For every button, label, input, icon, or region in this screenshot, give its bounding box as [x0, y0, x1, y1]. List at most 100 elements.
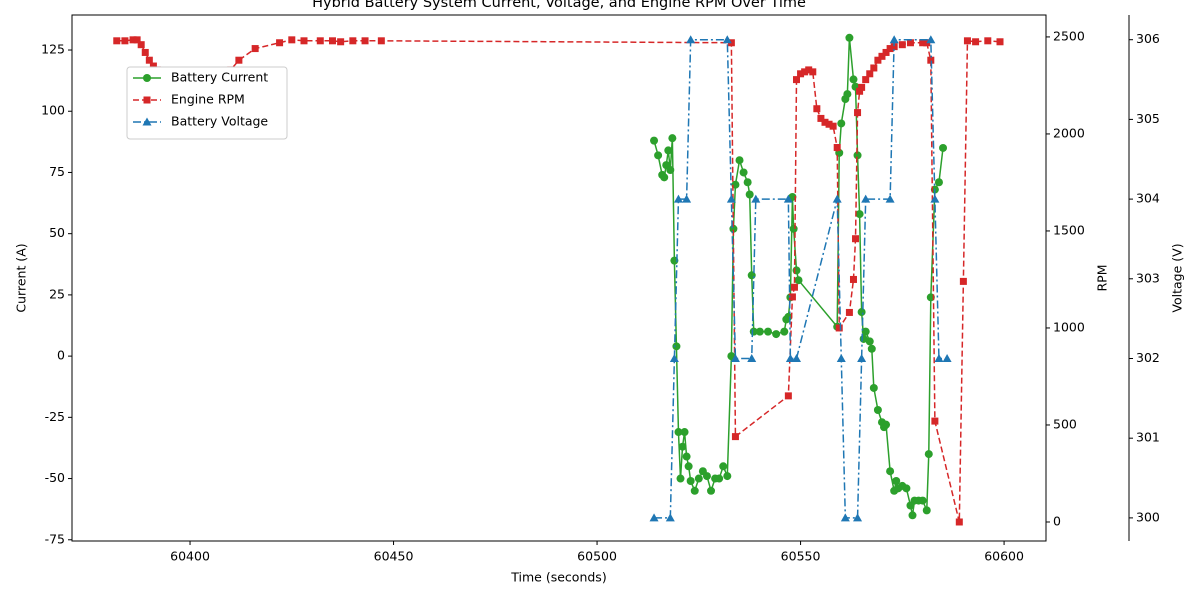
y-tick-label: -75 — [45, 531, 65, 546]
point — [682, 452, 691, 461]
point — [853, 151, 862, 160]
point — [861, 194, 871, 203]
point — [918, 496, 927, 505]
point — [684, 462, 693, 471]
y-tick-label: 50 — [49, 225, 65, 240]
point — [832, 194, 842, 203]
point — [649, 513, 659, 522]
point — [852, 235, 860, 243]
point — [377, 37, 385, 45]
y2-tick-label: 2500 — [1053, 28, 1085, 43]
point — [836, 353, 846, 362]
point — [837, 119, 846, 128]
point — [792, 76, 800, 84]
point — [328, 37, 336, 45]
y2-tick-label: 500 — [1053, 416, 1077, 431]
y2-tick-label: 1500 — [1053, 222, 1085, 237]
point — [797, 70, 805, 78]
point — [833, 144, 841, 152]
point — [931, 417, 939, 425]
legend-marker — [142, 117, 152, 126]
y3-axis-label: Voltage (V) — [1170, 243, 1185, 312]
x-tick-label: 60600 — [984, 549, 1024, 564]
point — [984, 37, 992, 45]
point — [682, 194, 692, 203]
point — [129, 36, 137, 44]
point — [672, 342, 681, 351]
y-tick-label: 100 — [41, 103, 65, 118]
point — [963, 37, 971, 45]
point — [678, 442, 687, 451]
point — [885, 194, 895, 203]
legend-label: Battery Current — [171, 70, 268, 85]
y-tick-label: -25 — [45, 409, 65, 424]
point — [829, 122, 837, 130]
plot-frame — [71, 14, 1047, 542]
point — [755, 327, 764, 336]
point — [801, 68, 809, 76]
point — [668, 134, 677, 143]
x-axis-label: Time (seconds) — [510, 570, 606, 585]
point — [650, 136, 659, 145]
point — [898, 41, 906, 49]
point — [858, 83, 866, 91]
point — [845, 33, 854, 42]
point — [316, 37, 324, 45]
point — [886, 45, 894, 53]
point — [739, 168, 748, 177]
y-tick-label: 125 — [41, 42, 65, 57]
point — [878, 52, 886, 60]
chart-title: Hybrid Battery System Current, Voltage, … — [312, 0, 806, 11]
point — [865, 337, 874, 346]
point — [715, 474, 724, 483]
point — [113, 37, 121, 45]
legend-label: Battery Voltage — [171, 114, 268, 129]
point — [654, 151, 663, 160]
point — [927, 56, 935, 64]
point — [821, 118, 829, 126]
legend-frame — [126, 66, 288, 140]
point — [886, 467, 895, 476]
point — [137, 41, 145, 49]
point — [996, 38, 1004, 46]
y3-tick-label: 300 — [1136, 509, 1160, 524]
point — [825, 120, 833, 128]
point — [361, 37, 369, 45]
x-tick-label: 60550 — [781, 549, 821, 564]
point — [849, 75, 858, 84]
point — [843, 90, 852, 99]
point — [934, 178, 943, 187]
point — [235, 56, 243, 64]
y2-tick-label: 0 — [1053, 513, 1061, 528]
point — [835, 324, 843, 332]
point — [922, 506, 931, 515]
point — [288, 36, 296, 44]
point — [882, 420, 891, 429]
point — [866, 70, 874, 78]
point — [924, 450, 933, 459]
point — [276, 39, 284, 47]
point — [890, 43, 898, 51]
y2-tick-label: 1000 — [1053, 319, 1085, 334]
point — [133, 36, 141, 44]
y3-tick-label: 302 — [1136, 350, 1160, 365]
point — [666, 166, 675, 175]
point — [934, 353, 944, 362]
point — [930, 194, 940, 203]
point — [857, 353, 867, 362]
y2-axis-label: RPM — [1095, 264, 1110, 291]
point — [722, 35, 732, 44]
y-tick-label: -50 — [45, 470, 65, 485]
point — [665, 513, 675, 522]
point — [919, 39, 927, 47]
point — [788, 293, 796, 301]
point — [908, 511, 917, 520]
point — [857, 308, 866, 317]
legend-label: Engine RPM — [171, 92, 245, 107]
point — [939, 143, 948, 152]
point — [785, 353, 795, 362]
point — [673, 194, 683, 203]
point — [817, 114, 825, 122]
